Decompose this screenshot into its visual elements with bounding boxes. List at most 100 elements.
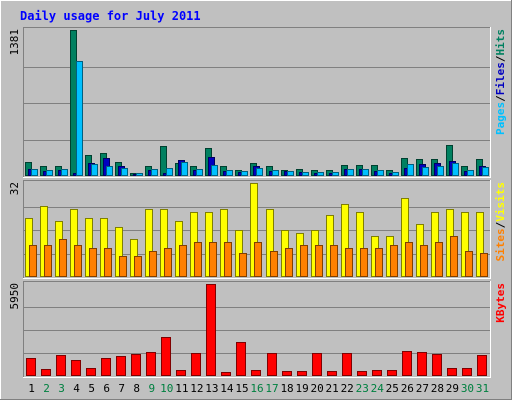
day-label-18: 18 — [280, 382, 293, 395]
panel-top-label-part-0: Pages — [494, 102, 507, 135]
bar-bottom-kbytes-day-2 — [41, 369, 51, 376]
bar-top-pages-day-12 — [196, 169, 203, 176]
bar-middle-sites-day-13 — [209, 242, 217, 277]
bar-middle-sites-day-26 — [405, 242, 413, 277]
bar-middle-sites-day-4 — [74, 245, 82, 277]
bar-bottom-kbytes-day-27 — [417, 352, 427, 376]
bar-bottom-kbytes-day-8 — [131, 354, 141, 376]
day-label-26: 26 — [401, 382, 414, 395]
day-label-22: 22 — [341, 382, 354, 395]
bar-bottom-kbytes-day-7 — [116, 356, 126, 376]
bar-top-pages-day-9 — [151, 169, 158, 176]
bar-top-pages-day-11 — [181, 162, 188, 176]
bar-top-pages-day-8 — [136, 173, 143, 176]
bar-top-pages-day-6 — [106, 166, 113, 176]
day-label-11: 11 — [175, 382, 188, 395]
bar-top-pages-day-3 — [61, 169, 68, 176]
bar-top-pages-day-7 — [121, 168, 128, 176]
day-label-17: 17 — [265, 382, 278, 395]
bar-middle-sites-day-2 — [44, 245, 52, 277]
bar-top-pages-day-26 — [407, 164, 414, 176]
bar-bottom-kbytes-day-30 — [462, 368, 472, 376]
bar-bottom-kbytes-day-11 — [176, 370, 186, 376]
bar-middle-sites-day-15 — [239, 253, 247, 277]
day-label-23: 23 — [356, 382, 369, 395]
panel-bottom: 5950 KBytes — [8, 281, 507, 378]
panel-top-series-label: Pages/Files/Hits — [494, 29, 507, 135]
panel-bottom-ymax-label: 5950 — [8, 283, 21, 310]
day-label-20: 20 — [311, 382, 324, 395]
bar-top-pages-day-28 — [437, 166, 444, 176]
panel-middle-label-part-1: / — [494, 221, 507, 228]
bar-top-pages-day-22 — [347, 169, 354, 176]
bar-top-pages-day-4 — [76, 61, 83, 176]
day-label-21: 21 — [326, 382, 339, 395]
bar-middle-sites-day-24 — [375, 248, 383, 277]
bar-middle-sites-day-3 — [59, 239, 67, 277]
bar-bottom-kbytes-day-9 — [146, 352, 156, 376]
bar-middle-sites-day-20 — [315, 245, 323, 277]
bar-middle-sites-day-23 — [360, 248, 368, 277]
bar-middle-sites-day-31 — [480, 253, 488, 277]
bar-middle-sites-day-17 — [270, 251, 278, 277]
panel-top-label-part-3: / — [494, 55, 507, 62]
bar-bottom-kbytes-day-29 — [447, 368, 457, 376]
bar-bottom-kbytes-day-31 — [477, 355, 487, 376]
bar-middle-sites-day-14 — [224, 242, 232, 277]
bar-middle-sites-day-16 — [254, 242, 262, 277]
day-label-5: 5 — [88, 382, 95, 395]
bar-bottom-kbytes-day-18 — [282, 371, 292, 376]
day-label-13: 13 — [205, 382, 218, 395]
bar-bottom-kbytes-day-4 — [71, 360, 81, 376]
bar-bottom-kbytes-day-23 — [357, 371, 367, 376]
bar-middle-sites-day-7 — [119, 256, 127, 277]
bar-top-pages-day-18 — [287, 171, 294, 176]
bar-bottom-kbytes-day-21 — [327, 371, 337, 376]
panel-top-label-part-4: Hits — [494, 29, 507, 56]
bar-bottom-kbytes-day-16 — [251, 370, 261, 376]
bar-top-pages-day-5 — [91, 164, 98, 176]
bar-top-pages-day-2 — [46, 170, 53, 176]
bar-middle-sites-day-11 — [179, 245, 187, 277]
day-label-24: 24 — [371, 382, 385, 395]
bar-middle-sites-day-29 — [450, 236, 458, 277]
chart-title: Daily usage for July 2011 — [20, 9, 201, 23]
panel-bottom-series-label: KBytes — [494, 283, 507, 323]
panel-middle-series-label: Sites/Visits — [494, 182, 507, 262]
bar-middle-sites-day-5 — [89, 248, 97, 277]
bar-top-hits-day-4 — [70, 30, 77, 176]
bar-middle-sites-day-30 — [465, 251, 473, 277]
panel-middle: 32 Sites/Visits — [8, 180, 507, 279]
day-label-3: 3 — [58, 382, 65, 395]
bar-bottom-kbytes-day-6 — [101, 358, 111, 376]
bar-top-pages-day-21 — [332, 172, 339, 176]
bar-middle-sites-day-10 — [164, 248, 172, 277]
bar-top-pages-day-17 — [272, 170, 279, 176]
day-label-27: 27 — [416, 382, 429, 395]
bar-top-pages-day-1 — [31, 169, 38, 176]
bar-bottom-kbytes-day-12 — [191, 353, 201, 376]
day-label-16: 16 — [250, 382, 263, 395]
day-label-31: 31 — [476, 382, 489, 395]
day-label-2: 2 — [43, 382, 50, 395]
day-label-19: 19 — [295, 382, 308, 395]
bar-middle-sites-day-28 — [435, 242, 443, 277]
bar-middle-sites-day-8 — [134, 256, 142, 277]
day-label-15: 15 — [235, 382, 248, 395]
bar-bottom-kbytes-day-19 — [297, 371, 307, 376]
bar-top-pages-day-19 — [302, 172, 309, 176]
bar-top-pages-day-13 — [211, 165, 218, 176]
bar-top-pages-day-25 — [392, 172, 399, 176]
panel-bottom-label-part-0: KBytes — [494, 283, 507, 323]
bar-top-pages-day-15 — [241, 171, 248, 176]
bar-top-pages-day-29 — [452, 163, 459, 176]
bar-middle-sites-day-21 — [330, 245, 338, 277]
day-label-1: 1 — [28, 382, 35, 395]
bar-bottom-kbytes-day-15 — [236, 342, 246, 376]
bar-bottom-kbytes-day-26 — [402, 351, 412, 376]
day-label-8: 8 — [133, 382, 140, 395]
panel-top-plot-area — [23, 27, 491, 178]
x-axis-day-labels: 1 2 3 4 5 6 7 8 9 10 11 12 13 14 15 16 17 18 19 20 21 22 23 24 2… — [28, 382, 489, 395]
